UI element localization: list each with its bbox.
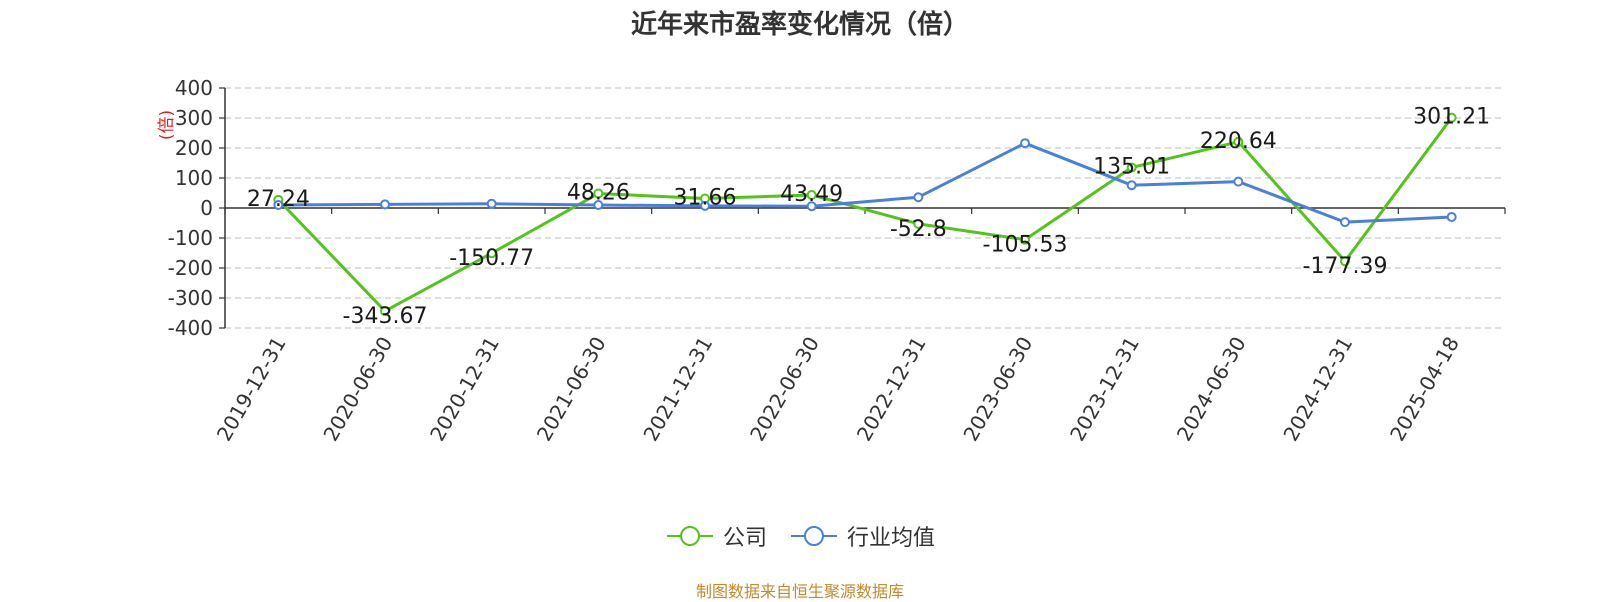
data-label: -105.53 bbox=[983, 233, 1068, 258]
y-tick-label: 200 bbox=[175, 136, 213, 160]
x-tick-label: 2021-12-31 bbox=[638, 333, 717, 446]
series-line-0 bbox=[277, 116, 1453, 313]
y-tick-label: -100 bbox=[168, 226, 213, 250]
data-point bbox=[1233, 176, 1244, 187]
x-tick-label: 2024-12-31 bbox=[1278, 333, 1357, 446]
x-tick-label: 2023-06-30 bbox=[958, 333, 1037, 446]
data-point bbox=[593, 188, 604, 199]
data-label: 135.01 bbox=[1093, 154, 1170, 179]
y-tick-label: 0 bbox=[200, 196, 213, 220]
data-label: 43.49 bbox=[780, 182, 843, 207]
x-tick-label: 2021-06-30 bbox=[532, 333, 611, 446]
x-tick-label: 2025-04-18 bbox=[1385, 333, 1464, 446]
y-tick-label: 100 bbox=[175, 166, 213, 190]
data-label: 48.26 bbox=[567, 181, 630, 206]
legend-item-industry[interactable]: 行业均值 bbox=[789, 520, 935, 552]
legend-item-company[interactable]: 公司 bbox=[665, 520, 767, 552]
data-point bbox=[1126, 162, 1137, 173]
data-point bbox=[913, 218, 924, 229]
legend: 公司 行业均值 bbox=[0, 520, 1600, 552]
data-point bbox=[380, 199, 390, 210]
data-point bbox=[273, 200, 284, 210]
data-point bbox=[1233, 136, 1244, 147]
data-label: -177.39 bbox=[1303, 254, 1388, 279]
x-tick-label: 2024-06-30 bbox=[1172, 333, 1251, 446]
y-tick-label: 300 bbox=[175, 106, 213, 130]
data-label: -343.67 bbox=[343, 304, 428, 329]
grid-lines bbox=[225, 87, 1505, 329]
data-point bbox=[486, 248, 497, 259]
data-point bbox=[700, 200, 710, 211]
x-tick-label: 2019-12-31 bbox=[212, 333, 291, 446]
data-point bbox=[1446, 112, 1457, 123]
data-label: 220.64 bbox=[1200, 129, 1277, 154]
data-label: -150.77 bbox=[449, 246, 534, 271]
x-tick-label: 2023-12-31 bbox=[1065, 333, 1144, 446]
data-point bbox=[1020, 234, 1030, 245]
legend-industry-icon bbox=[791, 526, 837, 546]
y-tick-label: -300 bbox=[168, 286, 213, 310]
data-point bbox=[593, 200, 604, 210]
legend-industry-label: 行业均值 bbox=[847, 526, 936, 551]
data-point bbox=[1020, 138, 1030, 149]
x-tick-label: 2022-06-30 bbox=[745, 333, 824, 446]
source-note: 制图数据来自恒生聚源数据库 bbox=[695, 582, 904, 601]
y-tick-label: 400 bbox=[175, 76, 213, 100]
y-tick-label: -400 bbox=[168, 316, 213, 340]
legend-company-icon bbox=[666, 526, 713, 546]
legend-company-label: 公司 bbox=[722, 526, 767, 551]
y-tick-label: -200 bbox=[168, 256, 213, 280]
x-tick-label: 2020-06-30 bbox=[318, 333, 397, 446]
chart-title: 近年来市盈率变化情况（倍） bbox=[630, 10, 969, 40]
data-point bbox=[1126, 180, 1137, 191]
data-point bbox=[913, 192, 924, 203]
data-point bbox=[1340, 217, 1350, 228]
x-tick-label: 2020-12-31 bbox=[425, 332, 504, 445]
data-point bbox=[1446, 212, 1457, 222]
series-line-1 bbox=[278, 141, 1452, 224]
data-label: 27.24 bbox=[247, 187, 310, 212]
y-axis-label: (倍) bbox=[157, 110, 177, 140]
data-label: 31.66 bbox=[674, 186, 737, 211]
data-point bbox=[486, 198, 497, 209]
data-point bbox=[806, 201, 817, 212]
series-lines bbox=[273, 112, 1457, 317]
data-point bbox=[806, 189, 817, 200]
x-tick-label: 2022-12-31 bbox=[852, 332, 931, 445]
data-point bbox=[380, 306, 390, 317]
data-point bbox=[1340, 256, 1350, 267]
data-label: 301.21 bbox=[1413, 105, 1490, 130]
data-label: -52.8 bbox=[890, 217, 947, 242]
data-labels: 27.24 -343.67 -150.77 48.26 31.66 43.49 -52.8 -… bbox=[247, 105, 1490, 329]
